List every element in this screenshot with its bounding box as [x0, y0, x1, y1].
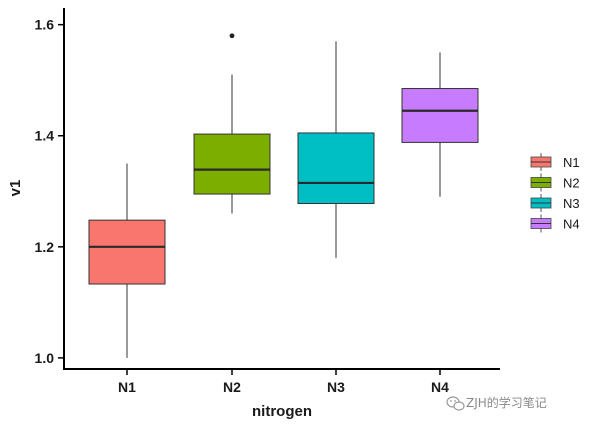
y-ticks: 1.0 1.2 1.4 1.6: [35, 17, 64, 366]
y-tick-label: 1.6: [35, 17, 55, 33]
legend-item-n1: N1: [530, 153, 580, 171]
box-n2: [193, 33, 271, 214]
x-tick-label: N4: [431, 379, 449, 395]
y-tick-label: 1.0: [35, 350, 55, 366]
x-tick-label: N1: [118, 379, 136, 395]
legend-label: N3: [563, 196, 580, 211]
box-n4: [401, 52, 479, 197]
x-axis-title: nitrogen: [252, 403, 312, 420]
legend-label: N2: [563, 176, 580, 191]
boxes-layer: [88, 33, 479, 358]
watermark-text: ZJH的学习笔记: [466, 395, 547, 410]
wechat-icon: [446, 396, 465, 411]
box-body: [401, 88, 479, 143]
legend: N1 N2 N3 N4: [530, 153, 580, 233]
box-n3: [297, 41, 375, 258]
legend-label: N4: [563, 217, 580, 232]
box-body: [88, 219, 166, 285]
y-tick-label: 1.2: [35, 239, 55, 255]
x-tick-label: N3: [327, 379, 345, 395]
x-ticks: N1 N2 N3 N4: [118, 369, 449, 395]
y-axis-title: v1: [7, 180, 24, 197]
watermark: ZJH的学习笔记: [446, 395, 547, 411]
outlier-point: [229, 33, 235, 39]
legend-label: N1: [563, 155, 580, 170]
legend-item-n2: N2: [530, 173, 580, 192]
box-body: [297, 132, 375, 204]
box-n1: [88, 163, 166, 358]
y-tick-label: 1.4: [35, 128, 55, 144]
x-tick-label: N2: [223, 379, 241, 395]
box-body: [193, 133, 271, 195]
legend-item-n4: N4: [530, 214, 580, 233]
legend-item-n3: N3: [530, 194, 580, 212]
